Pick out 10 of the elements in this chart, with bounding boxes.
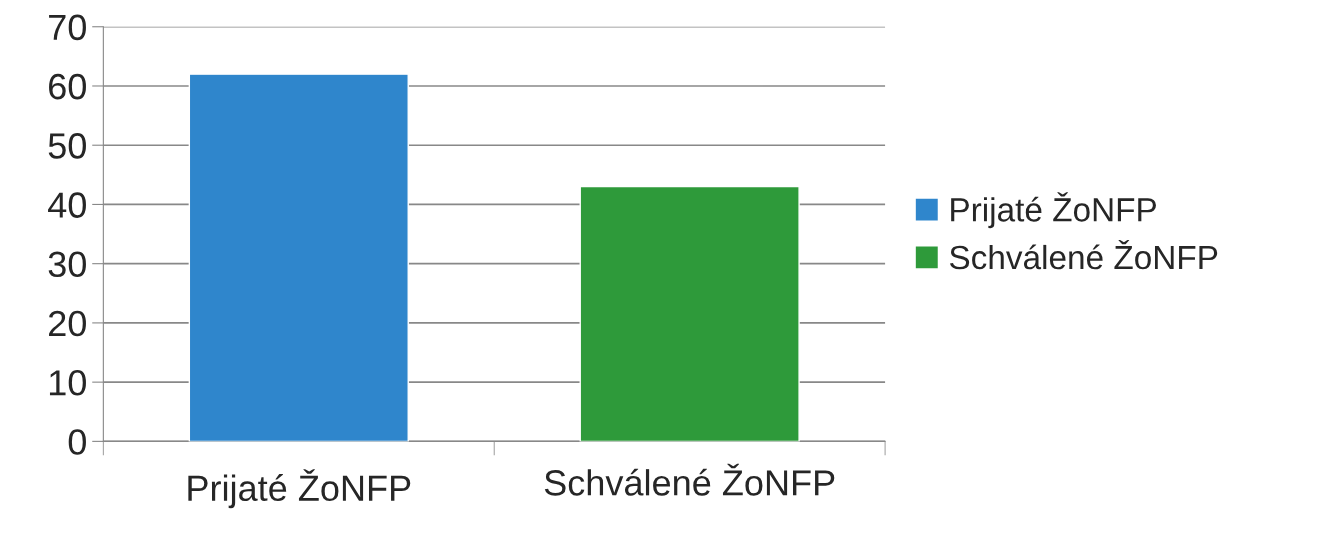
y-tick-label: 70 — [49, 14, 86, 41]
y-tick-label: 0 — [68, 429, 86, 455]
legend-label: Schválené ŽoNFP — [949, 239, 1218, 270]
y-tick-label: 30 — [48, 251, 86, 278]
legend-label: Prijaté ŽoNFP — [951, 192, 1156, 229]
y-tick-label: 60 — [49, 73, 86, 100]
y-tick-label: 50 — [48, 133, 86, 159]
y-tick-label: 20 — [49, 310, 86, 337]
y-tick-label: 10 — [49, 370, 86, 396]
y-tick-label: 40 — [48, 192, 86, 218]
